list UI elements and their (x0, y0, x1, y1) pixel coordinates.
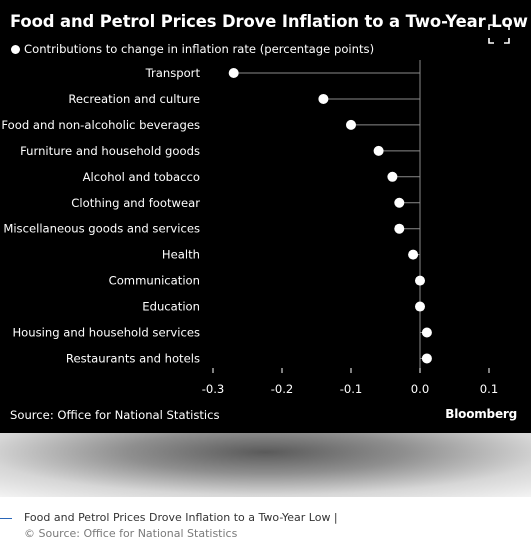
category-label: Food and non-alcoholic beverages (1, 118, 200, 132)
category-label: Miscellaneous goods and services (3, 222, 200, 236)
x-tick-label: 0.0 (411, 382, 429, 396)
data-point (318, 93, 329, 104)
x-tick-label: -0.3 (202, 382, 225, 396)
x-tick-label: 0.1 (480, 382, 498, 396)
source-note: Source: Office for National Statistics (10, 408, 220, 422)
category-label: Restaurants and hotels (66, 351, 200, 365)
x-tick-label: -0.1 (340, 382, 363, 396)
image-shadow (0, 433, 531, 497)
category-label: Communication (109, 274, 200, 288)
category-label: Furniture and household goods (20, 144, 200, 158)
chart-title: Food and Petrol Prices Drove Inflation t… (10, 12, 528, 31)
data-point (394, 197, 405, 208)
x-tick-label: -0.2 (271, 382, 294, 396)
category-label: Alcohol and tobacco (83, 170, 200, 184)
data-point (421, 327, 432, 338)
category-label: Clothing and footwear (71, 196, 200, 210)
chart-panel: Food and Petrol Prices Drove Inflation t… (0, 0, 531, 433)
expand-icon[interactable] (488, 24, 510, 44)
caption-title: Food and Petrol Prices Drove Inflation t… (24, 511, 338, 524)
category-label: Education (142, 300, 200, 314)
bloomberg-logo: Bloomberg (445, 407, 517, 421)
category-label: Recreation and culture (68, 92, 200, 106)
data-point (415, 275, 425, 286)
data-point (228, 68, 239, 78)
dot-plot: Transport Recreation and culture Food and … (1, 60, 498, 396)
data-point (373, 145, 384, 156)
legend: Contributions to change in inflation rat… (11, 42, 374, 56)
category-label: Health (162, 248, 200, 262)
data-point (415, 301, 425, 312)
category-label: Housing and household services (12, 326, 200, 340)
data-point (387, 171, 398, 182)
data-point (394, 223, 405, 234)
caption-source: © Source: Office for National Statistics (24, 527, 238, 540)
data-point (408, 249, 419, 260)
data-point (421, 353, 432, 364)
legend-label: Contributions to change in inflation rat… (24, 42, 375, 56)
legend-marker (11, 44, 20, 54)
caption-accent-rule (0, 518, 12, 519)
data-point (346, 119, 356, 130)
category-label: Transport (145, 66, 201, 80)
